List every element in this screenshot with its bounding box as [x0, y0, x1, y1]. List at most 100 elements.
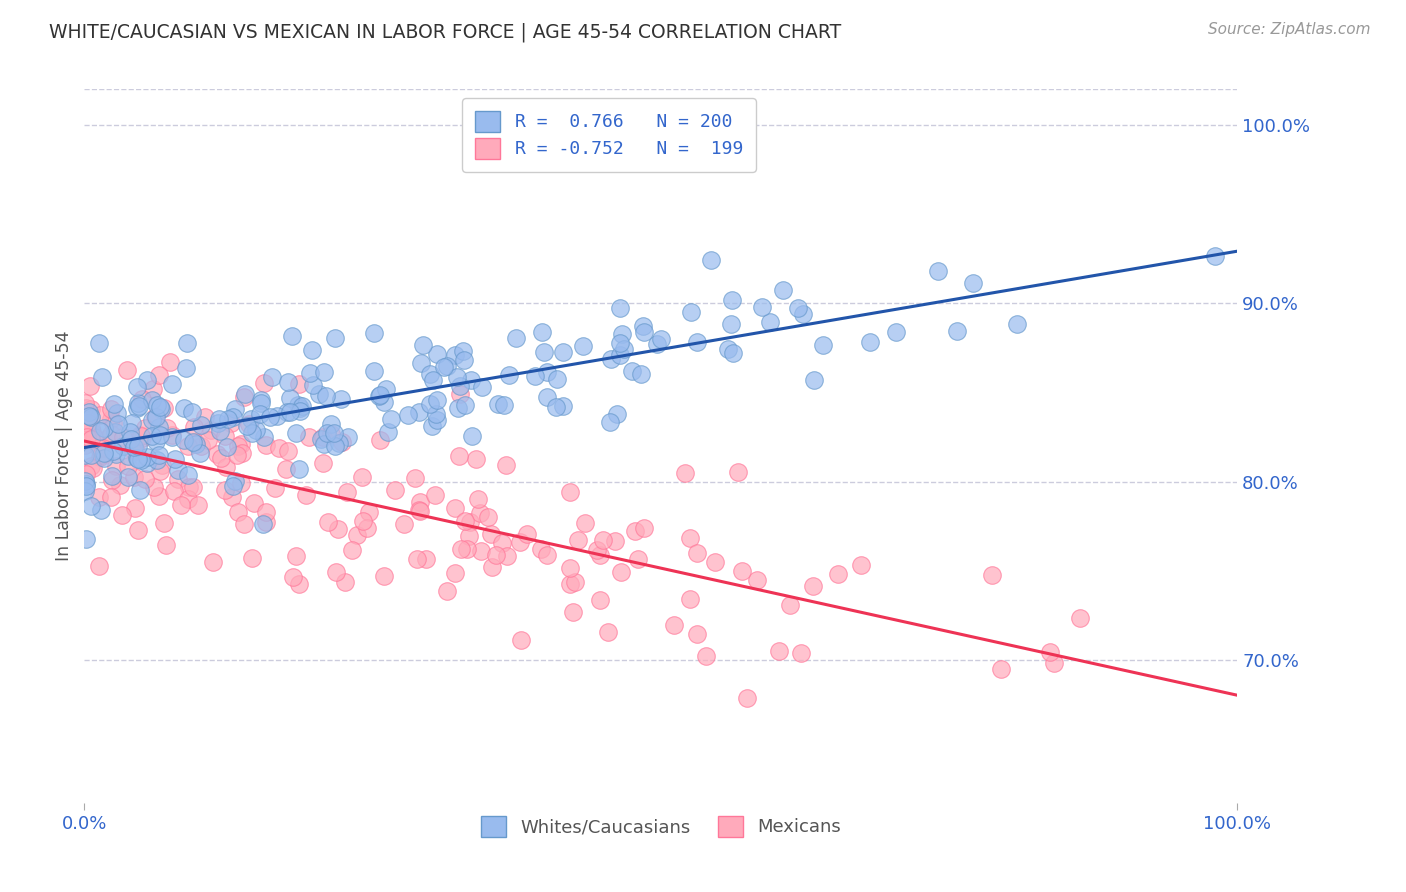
Point	[946, 325, 969, 339]
Point	[553, 345, 575, 359]
Point	[129, 427, 152, 442]
Point	[536, 390, 558, 404]
Point	[779, 598, 801, 612]
Point	[301, 378, 323, 392]
Point	[470, 506, 492, 520]
Point	[240, 551, 263, 566]
Point	[495, 458, 517, 472]
Point	[454, 514, 477, 528]
Point	[221, 490, 243, 504]
Point	[111, 508, 134, 522]
Point	[544, 400, 567, 414]
Point	[686, 546, 709, 560]
Point	[546, 372, 568, 386]
Point	[240, 426, 263, 441]
Point	[76, 430, 98, 444]
Point	[73, 474, 96, 488]
Point	[91, 370, 114, 384]
Point	[827, 566, 849, 581]
Point	[415, 552, 437, 566]
Point	[222, 409, 245, 424]
Point	[768, 644, 790, 658]
Point	[115, 363, 138, 377]
Point	[177, 491, 200, 506]
Point	[103, 425, 125, 440]
Point	[167, 463, 190, 477]
Point	[124, 500, 146, 515]
Point	[105, 406, 128, 420]
Point	[80, 459, 103, 474]
Point	[148, 489, 170, 503]
Point	[224, 474, 246, 488]
Point	[419, 397, 441, 411]
Point	[149, 464, 172, 478]
Point	[87, 442, 110, 456]
Point	[260, 369, 283, 384]
Point	[558, 576, 581, 591]
Point	[197, 433, 219, 447]
Point	[150, 401, 173, 416]
Point	[80, 410, 103, 425]
Point	[368, 389, 391, 403]
Point	[177, 480, 200, 494]
Point	[93, 451, 115, 466]
Point	[454, 398, 477, 412]
Point	[80, 402, 103, 417]
Point	[125, 450, 148, 465]
Point	[100, 490, 122, 504]
Point	[252, 430, 274, 444]
Point	[145, 410, 167, 425]
Point	[146, 398, 169, 412]
Point	[111, 430, 134, 444]
Point	[510, 633, 533, 648]
Point	[93, 446, 115, 460]
Point	[252, 376, 274, 390]
Point	[124, 470, 146, 484]
Point	[127, 523, 149, 537]
Point	[695, 648, 717, 663]
Point	[422, 373, 444, 387]
Point	[287, 576, 309, 591]
Point	[423, 488, 446, 502]
Point	[433, 360, 456, 375]
Point	[135, 456, 157, 470]
Point	[612, 327, 634, 342]
Point	[408, 404, 430, 418]
Point	[471, 380, 494, 394]
Point	[419, 368, 441, 382]
Point	[159, 355, 181, 369]
Point	[377, 425, 399, 439]
Point	[217, 412, 239, 426]
Point	[449, 387, 471, 401]
Point	[479, 527, 502, 541]
Legend: Whites/Caucasians, Mexicans: Whites/Caucasians, Mexicans	[474, 808, 848, 844]
Point	[288, 401, 311, 415]
Point	[561, 606, 583, 620]
Point	[297, 430, 319, 444]
Point	[101, 443, 124, 458]
Point	[720, 317, 742, 331]
Point	[1043, 656, 1066, 670]
Point	[105, 458, 128, 473]
Point	[136, 373, 159, 387]
Point	[411, 356, 433, 370]
Point	[75, 467, 97, 481]
Point	[100, 473, 122, 487]
Point	[87, 559, 110, 574]
Point	[731, 564, 754, 578]
Point	[141, 412, 163, 426]
Point	[589, 592, 612, 607]
Point	[789, 646, 811, 660]
Point	[309, 432, 332, 446]
Point	[73, 437, 96, 451]
Point	[148, 427, 170, 442]
Point	[249, 393, 271, 408]
Point	[87, 335, 110, 350]
Point	[134, 421, 156, 435]
Point	[787, 301, 810, 316]
Point	[121, 442, 143, 456]
Point	[606, 408, 628, 422]
Point	[560, 561, 582, 575]
Point	[75, 479, 97, 493]
Point	[239, 412, 262, 426]
